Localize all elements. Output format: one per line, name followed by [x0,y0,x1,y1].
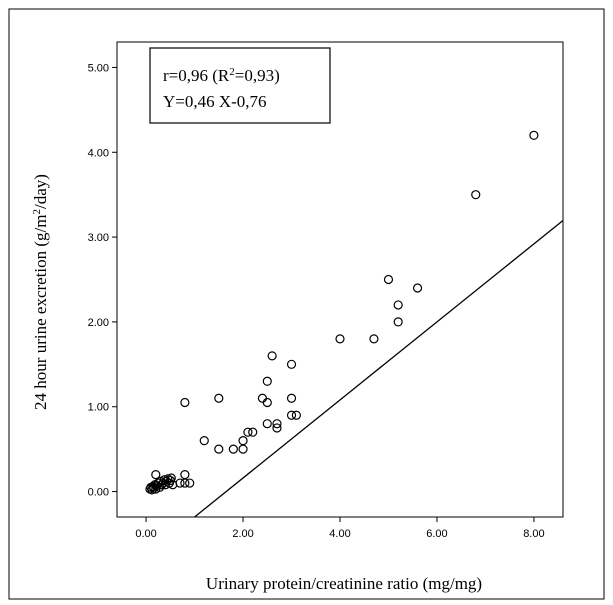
y-tick-label: 4.00 [88,147,109,159]
data-point [335,334,345,344]
data-point [180,397,190,408]
data-point [286,393,297,403]
data-point [185,478,195,488]
data-point [166,473,176,483]
data-point [471,190,481,200]
x-axis-title: Urinary protein/creatinine ratio (mg/mg) [206,574,482,593]
y-axis: 0.00 1.00 2.00 3.00 4.00 5.00 [88,62,117,499]
data-point [393,300,403,310]
data-point [175,478,185,488]
data-point [262,419,272,429]
data-point [243,427,253,437]
data-point [383,274,394,285]
y-tick-label: 5.00 [88,62,109,74]
data-point [262,376,272,386]
data-point [267,351,277,361]
x-axis: 0.00 2.00 4.00 6.00 8.00 [135,517,545,540]
data-point [214,393,224,403]
y-axis-title: 24 hour urine excretion (g/m2/day) [31,174,50,410]
data-point [163,474,173,484]
data-point [291,410,301,420]
data-point [272,419,282,429]
data-point [214,444,224,454]
y-tick-label: 0.00 [88,487,109,499]
x-tick-label: 8.00 [523,528,544,540]
data-points [145,130,539,495]
data-point [262,397,272,408]
y-tick-label: 2.00 [88,317,109,329]
data-point [228,444,238,454]
data-point [286,359,297,369]
y-tick-label: 3.00 [88,232,109,244]
data-point [151,469,161,480]
data-point [248,427,258,437]
correlation-text: r=0,96 (R2=0,93) [163,66,280,85]
x-tick-label: 0.00 [135,528,156,540]
annotation-box: r=0,96 (R2=0,93) Y=0,46 X-0,76 [149,47,331,124]
data-point [369,334,379,344]
data-point [393,317,403,327]
regression-equation: Y=0,46 X-0,76 [163,92,267,111]
regression-line [194,219,564,518]
y-tick-label: 1.00 [88,402,109,414]
x-tick-label: 2.00 [232,528,253,540]
x-tick-label: 4.00 [329,528,350,540]
x-tick-label: 6.00 [426,528,447,540]
data-point [412,283,423,293]
data-point [199,436,209,446]
data-point [238,436,248,446]
data-point [272,423,282,433]
data-point [180,469,190,480]
data-point [529,130,539,140]
data-point [286,410,297,420]
